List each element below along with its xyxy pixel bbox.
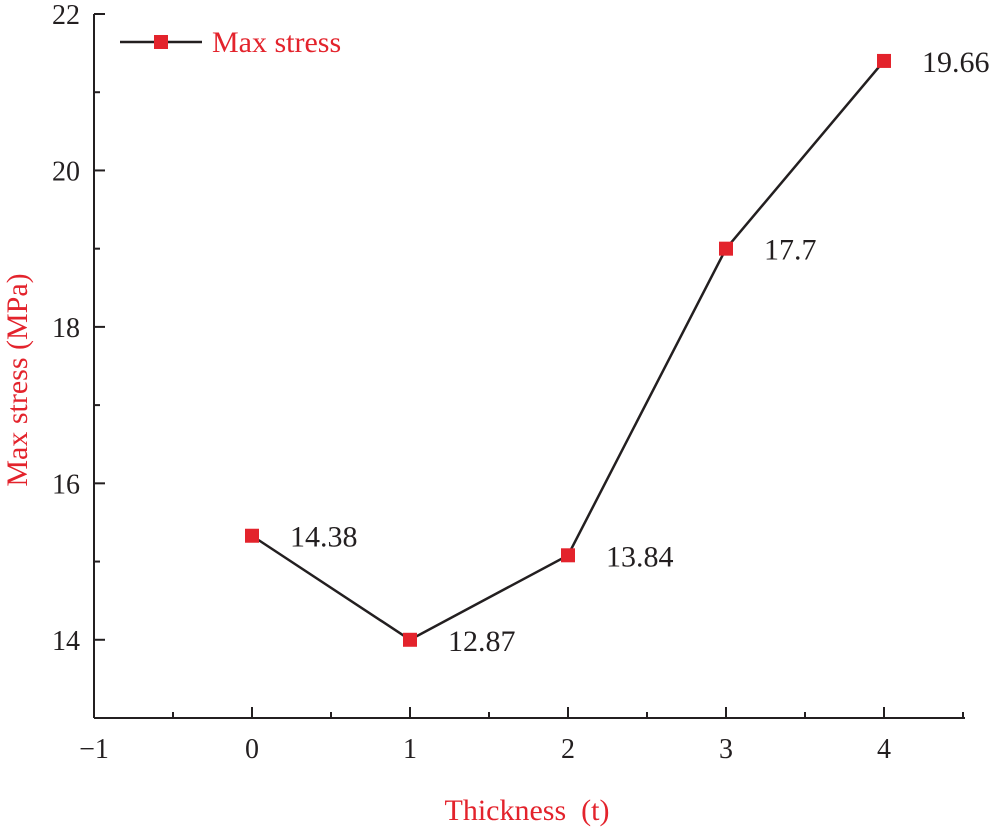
x-tick-label: 3 [719, 734, 733, 765]
x-tick-label: 0 [245, 734, 259, 765]
data-point-marker [403, 632, 417, 647]
y-tick-label: 14 [52, 626, 80, 657]
axes [93, 14, 965, 719]
y-ticks: 14 16 18 20 22 [52, 0, 105, 719]
data-point-marker [877, 53, 891, 68]
x-ticks: −1 0 1 2 3 4 [79, 707, 964, 765]
legend-label: Max stress [212, 26, 341, 59]
y-tick-label: 18 [52, 313, 80, 344]
x-tick-label: 1 [403, 734, 417, 765]
data-value-label: 19.66 [922, 46, 990, 79]
data-point-marker [719, 241, 733, 256]
data-value-label: 14.38 [290, 521, 358, 554]
y-tick-label: 16 [52, 469, 80, 500]
data-value-label: 12.87 [448, 625, 516, 658]
data-point-marker [245, 528, 259, 543]
data-value-label: 13.84 [606, 540, 674, 573]
data-point-marker [561, 548, 575, 563]
data-value-label: 17.7 [764, 234, 817, 267]
legend: Max stress [120, 26, 341, 59]
x-tick-label: 2 [561, 734, 575, 765]
x-tick-label: 4 [877, 734, 891, 765]
y-tick-label: 22 [52, 0, 80, 31]
y-tick-label: 20 [52, 156, 80, 187]
data-labels: 14.38 12.87 13.84 17.7 19.66 [290, 46, 990, 658]
x-tick-label: −1 [79, 734, 109, 765]
legend-marker-swatch [154, 35, 168, 49]
y-axis-title: Max stress (MPa) [1, 273, 34, 486]
x-axis-title: Thickness (t) [445, 794, 610, 827]
data-markers [245, 53, 891, 647]
